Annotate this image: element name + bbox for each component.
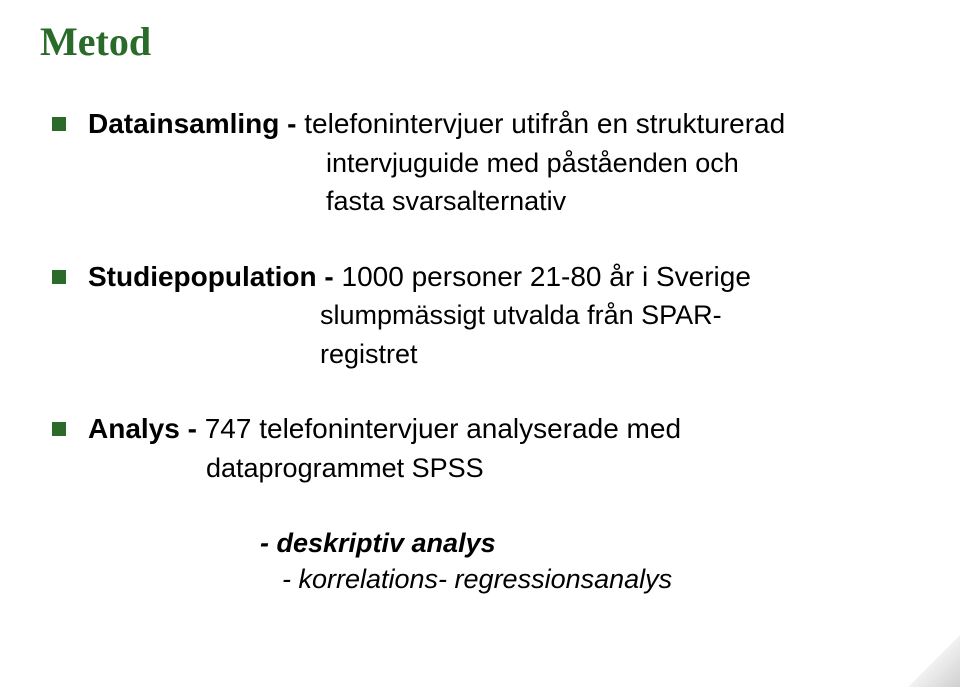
slide-title: Metod bbox=[40, 18, 920, 65]
bullet-cont-line: fasta svarsalternativ bbox=[88, 183, 920, 219]
bullet-rest: telefonintervjuer utifrån en strukturera… bbox=[296, 108, 785, 139]
bullet-studiepopulation: Studiepopulation - 1000 personer 21-80 å… bbox=[40, 258, 920, 373]
bullet-cont-line: registret bbox=[88, 336, 920, 372]
bullet-list: Datainsamling - telefonintervjuer utifrå… bbox=[40, 105, 920, 597]
bullet-cont-line: dataprogrammet SPSS bbox=[88, 450, 920, 486]
bullet-rest: 1000 personer 21-80 år i Sverige bbox=[334, 261, 751, 292]
bullet-rest: 747 telefonintervjuer analyserade med bbox=[197, 413, 681, 444]
bullet-datainsamling: Datainsamling - telefonintervjuer utifrå… bbox=[40, 105, 920, 220]
analys-subpoints: - deskriptiv analys - korrelations- regr… bbox=[260, 525, 920, 598]
bullet-cont-line: slumpmässigt utvalda från SPAR- bbox=[88, 297, 920, 333]
bullet-lead: Datainsamling - bbox=[88, 108, 296, 139]
analys-sub-line: - deskriptiv analys bbox=[260, 525, 920, 561]
bullet-cont-line: intervjuguide med påståenden och bbox=[88, 145, 920, 181]
slide: Metod Datainsamling - telefonintervjuer … bbox=[0, 0, 960, 687]
analys-sub-line: - korrelations- regressionsanalys bbox=[282, 561, 920, 597]
bullet-analys: Analys - 747 telefonintervjuer analysera… bbox=[40, 410, 920, 597]
bullet-lead: Studiepopulation - bbox=[88, 261, 334, 292]
bullet-lead: Analys - bbox=[88, 413, 197, 444]
page-curl-icon bbox=[908, 635, 960, 687]
